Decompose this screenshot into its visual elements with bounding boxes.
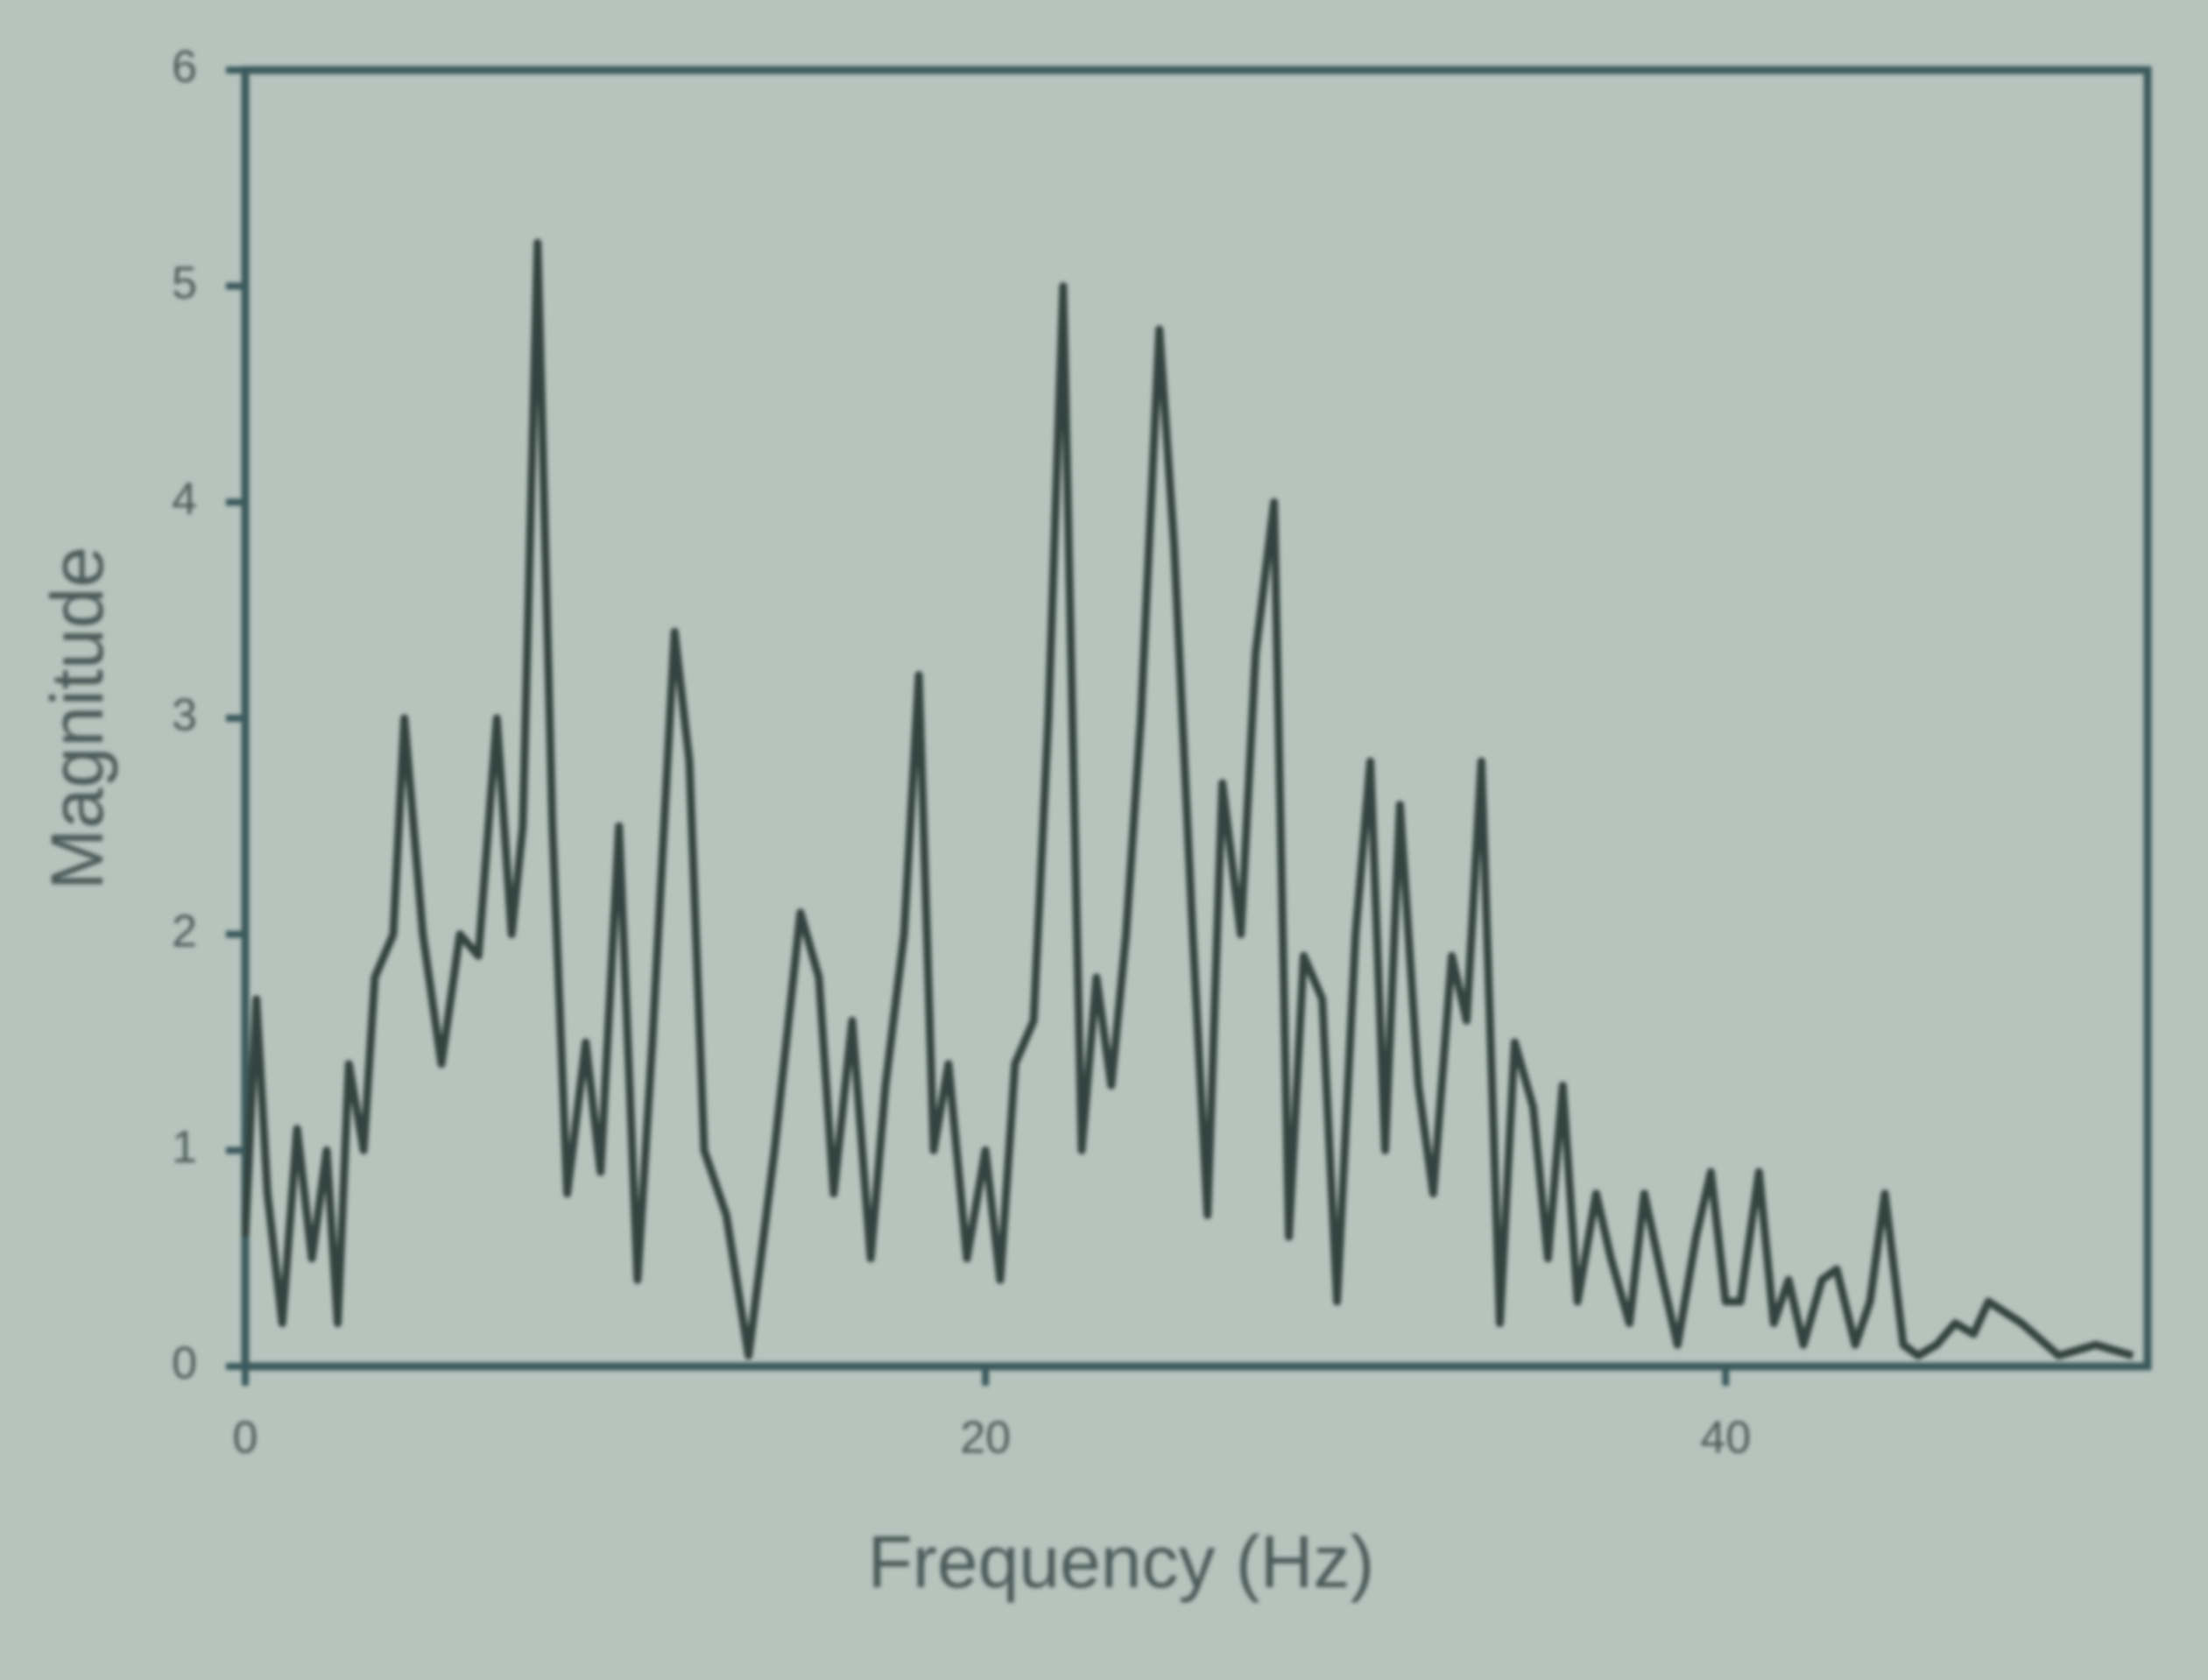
x-tick-label: 40 [1700,1413,1751,1464]
y-tick-label: 5 [172,258,197,308]
y-tick-label: 2 [172,906,197,956]
y-tick-label: 4 [172,474,197,525]
y-tick-label: 0 [172,1338,197,1389]
y-tick-label: 3 [172,690,197,741]
y-axis-label: Magnitude [36,547,118,890]
y-tick-label: 1 [172,1122,197,1173]
x-tick-label: 0 [233,1413,258,1464]
x-tick-label: 20 [960,1413,1011,1464]
x-axis-label: Frequency (Hz) [868,1521,1375,1603]
plot-frame [241,66,2152,1371]
data-line [241,238,2134,1360]
y-tick-label: 6 [172,42,197,93]
